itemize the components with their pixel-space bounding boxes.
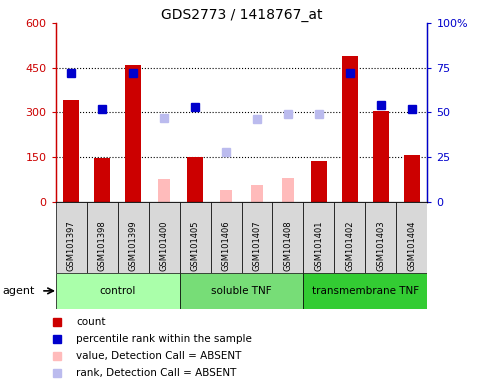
Text: count: count <box>76 317 106 327</box>
Bar <box>272 202 303 273</box>
Bar <box>251 185 263 202</box>
Text: soluble TNF: soluble TNF <box>211 286 272 296</box>
Bar <box>63 100 79 202</box>
Title: GDS2773 / 1418767_at: GDS2773 / 1418767_at <box>161 8 322 22</box>
Text: GSM101404: GSM101404 <box>408 220 416 270</box>
Bar <box>366 202 397 273</box>
Text: GSM101407: GSM101407 <box>253 220 261 270</box>
Text: GSM101406: GSM101406 <box>222 220 230 270</box>
Text: transmembrane TNF: transmembrane TNF <box>312 286 419 296</box>
Text: GSM101405: GSM101405 <box>190 220 199 270</box>
Bar <box>158 179 170 202</box>
Text: control: control <box>99 286 136 296</box>
Text: percentile rank within the sample: percentile rank within the sample <box>76 334 252 344</box>
Text: GSM101408: GSM101408 <box>284 220 293 270</box>
Text: GSM101402: GSM101402 <box>345 220 355 270</box>
Bar <box>404 156 420 202</box>
Bar <box>86 202 117 273</box>
Bar <box>311 161 327 202</box>
Bar <box>282 178 294 202</box>
Text: value, Detection Call = ABSENT: value, Detection Call = ABSENT <box>76 351 242 361</box>
Bar <box>211 202 242 273</box>
Text: GSM101397: GSM101397 <box>67 220 75 270</box>
Text: agent: agent <box>2 286 35 296</box>
Bar <box>303 273 427 309</box>
Bar <box>94 159 110 202</box>
Bar <box>303 202 334 273</box>
Bar <box>187 157 203 202</box>
Bar <box>334 202 366 273</box>
Bar <box>56 273 180 309</box>
Bar <box>180 202 211 273</box>
Bar <box>180 273 303 309</box>
Text: GSM101399: GSM101399 <box>128 220 138 270</box>
Text: GSM101401: GSM101401 <box>314 220 324 270</box>
Bar <box>242 202 272 273</box>
Text: GSM101400: GSM101400 <box>159 220 169 270</box>
Text: GSM101398: GSM101398 <box>98 220 107 270</box>
Bar <box>56 202 86 273</box>
Bar <box>373 111 389 202</box>
Text: rank, Detection Call = ABSENT: rank, Detection Call = ABSENT <box>76 368 237 378</box>
Bar <box>149 202 180 273</box>
Bar <box>342 56 358 202</box>
Text: GSM101403: GSM101403 <box>376 220 385 270</box>
Bar <box>220 190 232 202</box>
Bar <box>125 65 141 202</box>
Bar <box>117 202 149 273</box>
Bar <box>397 202 427 273</box>
